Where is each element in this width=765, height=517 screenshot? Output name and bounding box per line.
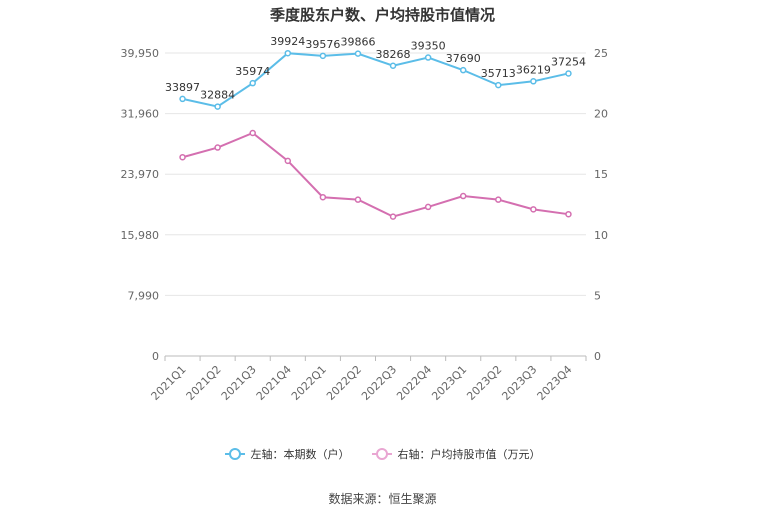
legend-item-right-series[interactable]: 右轴：户均持股市值（万元） <box>371 446 541 462</box>
right-axis-tick-label: 10 <box>594 229 608 242</box>
legend-right-marker-icon <box>371 448 392 460</box>
x-axis-tick-label: 2021Q1 <box>149 363 189 403</box>
right-axis-tick-label: 25 <box>594 47 608 60</box>
x-axis-tick-label: 2023Q4 <box>535 363 575 403</box>
data-label: 36219 <box>516 63 551 76</box>
series-line-right <box>182 131 569 218</box>
left-axis-tick-label: 39,950 <box>121 47 160 60</box>
right-axis-tick-label: 20 <box>594 108 608 121</box>
data-point <box>354 50 362 57</box>
data-label: 39350 <box>411 40 446 53</box>
legend-right-label: 右轴：户均持股市值（万元） <box>397 448 541 461</box>
data-point <box>249 79 256 87</box>
legend-left-marker-icon <box>224 448 245 460</box>
data-label: 39866 <box>340 36 375 49</box>
data-point <box>179 153 186 161</box>
left-axis-tick-label: 31,960 <box>121 108 160 121</box>
right-axis-tick-label: 15 <box>594 168 608 181</box>
data-label: 39924 <box>270 35 305 48</box>
data-point <box>424 203 432 211</box>
data-point <box>354 196 362 203</box>
x-axis-tick-label: 2023Q3 <box>499 363 539 403</box>
left-axis-tick-label: 0 <box>152 350 159 363</box>
x-axis-tick-label: 2023Q1 <box>429 363 469 403</box>
data-point <box>424 54 432 61</box>
data-label: 33897 <box>165 81 200 94</box>
right-axis-tick-label: 5 <box>594 289 601 302</box>
left-axis-tick-label: 7,990 <box>128 289 160 302</box>
data-point <box>214 103 221 110</box>
data-point <box>284 49 292 57</box>
x-axis-tick-label: 2023Q2 <box>464 363 504 403</box>
left-axis-tick-label: 23,970 <box>121 168 160 181</box>
data-label: 39576 <box>305 38 340 51</box>
data-label: 35713 <box>481 67 516 80</box>
x-axis-tick-label: 2022Q1 <box>289 363 329 403</box>
data-point <box>565 210 572 218</box>
data-point <box>530 206 537 213</box>
x-axis-tick-label: 2021Q2 <box>184 363 224 403</box>
left-axis-tick-label: 15,980 <box>121 229 160 242</box>
data-source: 数据来源：恒生聚源 <box>328 492 437 506</box>
data-point <box>319 52 327 60</box>
right-axis-tick-label: 0 <box>594 350 601 363</box>
x-axis-tick-label: 2021Q3 <box>219 363 259 403</box>
data-point <box>179 95 186 103</box>
x-axis-tick-label: 2021Q4 <box>254 363 294 403</box>
data-label: 35974 <box>235 65 270 78</box>
data-point <box>565 70 572 77</box>
data-point <box>530 78 537 85</box>
data-point <box>249 129 256 137</box>
x-axis-tick-label: 2022Q2 <box>324 363 364 403</box>
x-axis-tick-label: 2022Q4 <box>394 363 434 403</box>
data-point <box>214 144 221 151</box>
data-point <box>459 192 467 200</box>
data-label: 37690 <box>446 52 481 65</box>
data-point <box>389 213 397 220</box>
chart-title: 季度股东户数、户均持股市值情况 <box>269 6 495 24</box>
legend-item-left-series[interactable]: 左轴：本期数（户） <box>224 446 350 462</box>
data-point <box>284 157 292 165</box>
legend-left-label: 左轴：本期数（户） <box>250 448 350 461</box>
data-point <box>389 62 397 70</box>
chart-legend: 左轴：本期数（户） 右轴：户均持股市值（万元） <box>0 446 765 462</box>
data-point <box>495 196 502 203</box>
data-label: 37254 <box>551 55 586 68</box>
data-point <box>495 81 502 89</box>
data-label: 38268 <box>376 48 411 61</box>
data-point <box>459 66 467 74</box>
series-line-left <box>182 52 569 108</box>
data-label: 32884 <box>200 89 235 102</box>
x-axis-tick-label: 2022Q3 <box>359 363 399 403</box>
data-point <box>319 193 327 201</box>
